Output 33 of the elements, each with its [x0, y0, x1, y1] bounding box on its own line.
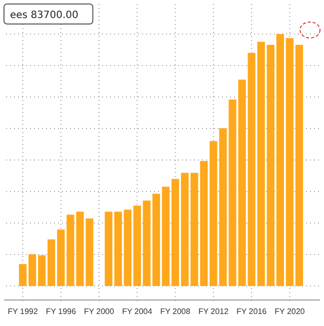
bar [162, 186, 170, 286]
bar [181, 172, 189, 286]
bar [124, 210, 132, 286]
bar [66, 214, 74, 286]
bar [48, 239, 56, 286]
bar [133, 206, 141, 286]
bar [266, 44, 274, 286]
x-tick-label: FY 2000 [84, 307, 115, 316]
bar [152, 194, 160, 286]
x-tick-label: FY 2004 [122, 307, 153, 316]
bar [257, 42, 265, 286]
bar [28, 254, 36, 286]
bar [114, 212, 122, 286]
bar [286, 38, 294, 286]
x-tick-label: FY 2016 [236, 307, 268, 316]
bar [104, 212, 112, 286]
bar [248, 52, 256, 286]
bar [200, 161, 208, 286]
x-tick-label: FY 2008 [160, 307, 191, 316]
x-tick-label: FY 1992 [8, 307, 38, 316]
bar [295, 44, 304, 286]
bar [190, 172, 198, 286]
bar [276, 34, 284, 286]
x-tick-label: FY 1996 [46, 307, 76, 316]
bar [38, 255, 46, 286]
x-tick-label: FY 2012 [198, 307, 230, 316]
bar [57, 230, 65, 286]
bar [18, 264, 27, 286]
x-tick-label: FY 2020 [274, 307, 306, 316]
text: ees 83700.00 [10, 10, 78, 21]
bar [171, 178, 180, 286]
bar [210, 141, 218, 286]
bar [142, 200, 151, 286]
